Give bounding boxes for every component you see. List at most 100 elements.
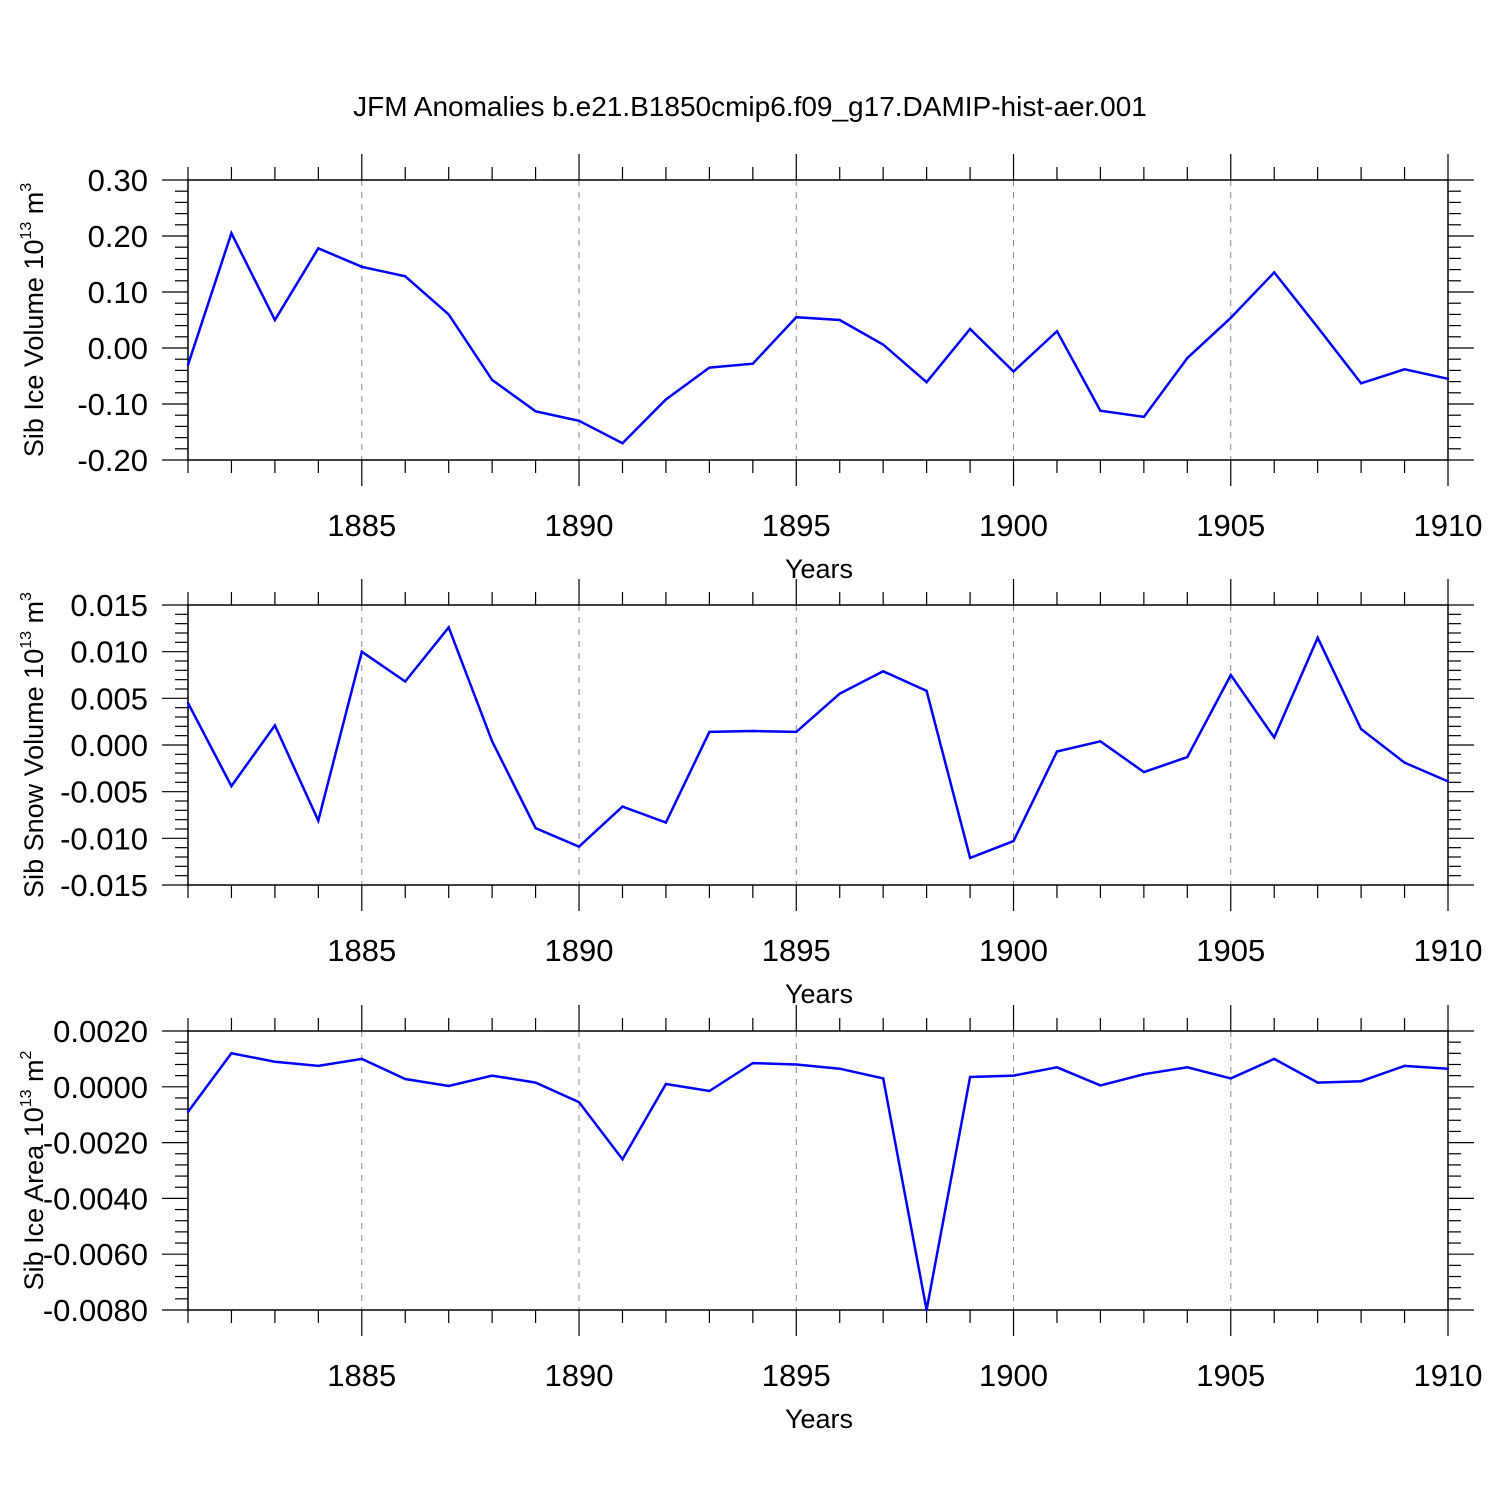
x-axis-label: Years [785, 1404, 853, 1434]
data-point [1229, 673, 1232, 677]
y-tick-label: 0.015 [70, 588, 148, 623]
y-tick-label: -0.0040 [43, 1181, 148, 1216]
y-tick-label: 0.000 [70, 728, 148, 763]
data-point [1316, 636, 1319, 639]
panel-2: -0.015 -0.010 -0.005 0.000 0.005 0.010 0.015 18… [18, 579, 1482, 1009]
y-tick-label: -0.0060 [43, 1237, 148, 1272]
data-point [838, 1067, 841, 1070]
data-point [1012, 1074, 1015, 1077]
data-point [273, 724, 277, 727]
x-tick-label: 1890 [545, 1358, 614, 1393]
y-tick-label: 0.10 [88, 275, 148, 310]
series-line [186, 624, 1449, 860]
y-axis-label: Sib Snow Volume 1013 m3 [18, 592, 49, 898]
y-tick-label: -0.10 [77, 387, 148, 422]
data-point [447, 313, 450, 316]
y-tick-label: -0.20 [77, 443, 148, 478]
data-point [404, 275, 407, 278]
data-point [968, 327, 972, 331]
data-point [186, 1110, 190, 1114]
data-point [708, 366, 711, 369]
data-point [838, 318, 841, 322]
data-point [1186, 755, 1189, 759]
series-line [186, 229, 1449, 445]
data-point [881, 343, 885, 346]
data-point [317, 1064, 320, 1068]
data-point [1316, 326, 1319, 329]
x-tick-label: 1885 [327, 1358, 396, 1393]
data-point [664, 1082, 668, 1086]
y-tick-label: -0.015 [60, 868, 148, 903]
data-point [447, 626, 450, 629]
plot-frame [187, 604, 1449, 886]
data-point [1403, 1064, 1406, 1068]
x-tick-label: 1890 [545, 508, 614, 543]
data-point [1012, 839, 1015, 843]
y-tick-label: -0.0080 [43, 1293, 148, 1328]
data-point [534, 826, 537, 830]
data-point [968, 856, 972, 860]
data-point [881, 670, 885, 673]
data-point [1359, 1080, 1363, 1083]
y-tick-label: -0.0020 [43, 1126, 148, 1161]
y-tick-label: 0.00 [88, 331, 148, 366]
y-tick-label: -0.005 [60, 775, 148, 810]
data-point [534, 410, 537, 413]
x-tick-label: 1905 [1196, 933, 1265, 968]
data-point [186, 363, 190, 366]
data-point [230, 784, 233, 788]
data-point [577, 419, 581, 422]
data-point [1142, 770, 1146, 774]
data-point [795, 1063, 798, 1066]
data-point [317, 819, 320, 822]
y-tick-label: 0.0020 [53, 1014, 148, 1049]
data-point [1273, 271, 1276, 274]
data-point [1359, 727, 1363, 731]
x-tick-label: 1910 [1414, 933, 1483, 968]
data-point [490, 740, 494, 743]
data-point [1273, 736, 1276, 739]
data-point [1229, 1077, 1232, 1080]
data-point [664, 398, 668, 401]
data-point [230, 1052, 233, 1055]
x-tick-label: 1910 [1414, 1358, 1483, 1393]
data-point [273, 1060, 277, 1063]
data-point [1186, 356, 1189, 360]
data-point [1403, 761, 1406, 764]
data-point [1446, 377, 1450, 380]
y-axis-label: Sib Ice Volume 1013 m3 [18, 183, 49, 457]
data-point [447, 1084, 450, 1088]
series-line [186, 1051, 1449, 1311]
data-point [273, 318, 277, 322]
data-point [404, 1077, 407, 1081]
data-point [1055, 750, 1059, 753]
y-tick-label: -0.010 [60, 821, 148, 856]
data-point [1099, 409, 1102, 412]
data-point [795, 730, 798, 734]
plot-frame [187, 179, 1449, 461]
data-point [1012, 370, 1015, 373]
data-point [1403, 368, 1406, 371]
data-point [621, 442, 624, 445]
data-point [577, 1100, 581, 1104]
plot-frame [187, 1030, 1449, 1311]
x-tick-label: 1905 [1196, 508, 1265, 543]
y-tick-label: 0.20 [88, 219, 148, 254]
y-tick-label: 0.010 [70, 635, 148, 670]
data-point [1055, 1066, 1059, 1069]
x-axis-label: Years [785, 554, 853, 584]
data-point [751, 729, 755, 733]
data-point [621, 805, 624, 808]
data-point [925, 380, 928, 384]
x-tick-label: 1895 [762, 1358, 831, 1393]
x-axis-label: Years [785, 979, 853, 1009]
data-point [404, 680, 407, 683]
data-point [230, 232, 233, 235]
data-point [795, 316, 798, 319]
data-point [1186, 1066, 1189, 1069]
data-point [317, 247, 320, 250]
data-point [1316, 1081, 1319, 1084]
data-point [708, 1089, 711, 1093]
data-point [1359, 382, 1363, 385]
